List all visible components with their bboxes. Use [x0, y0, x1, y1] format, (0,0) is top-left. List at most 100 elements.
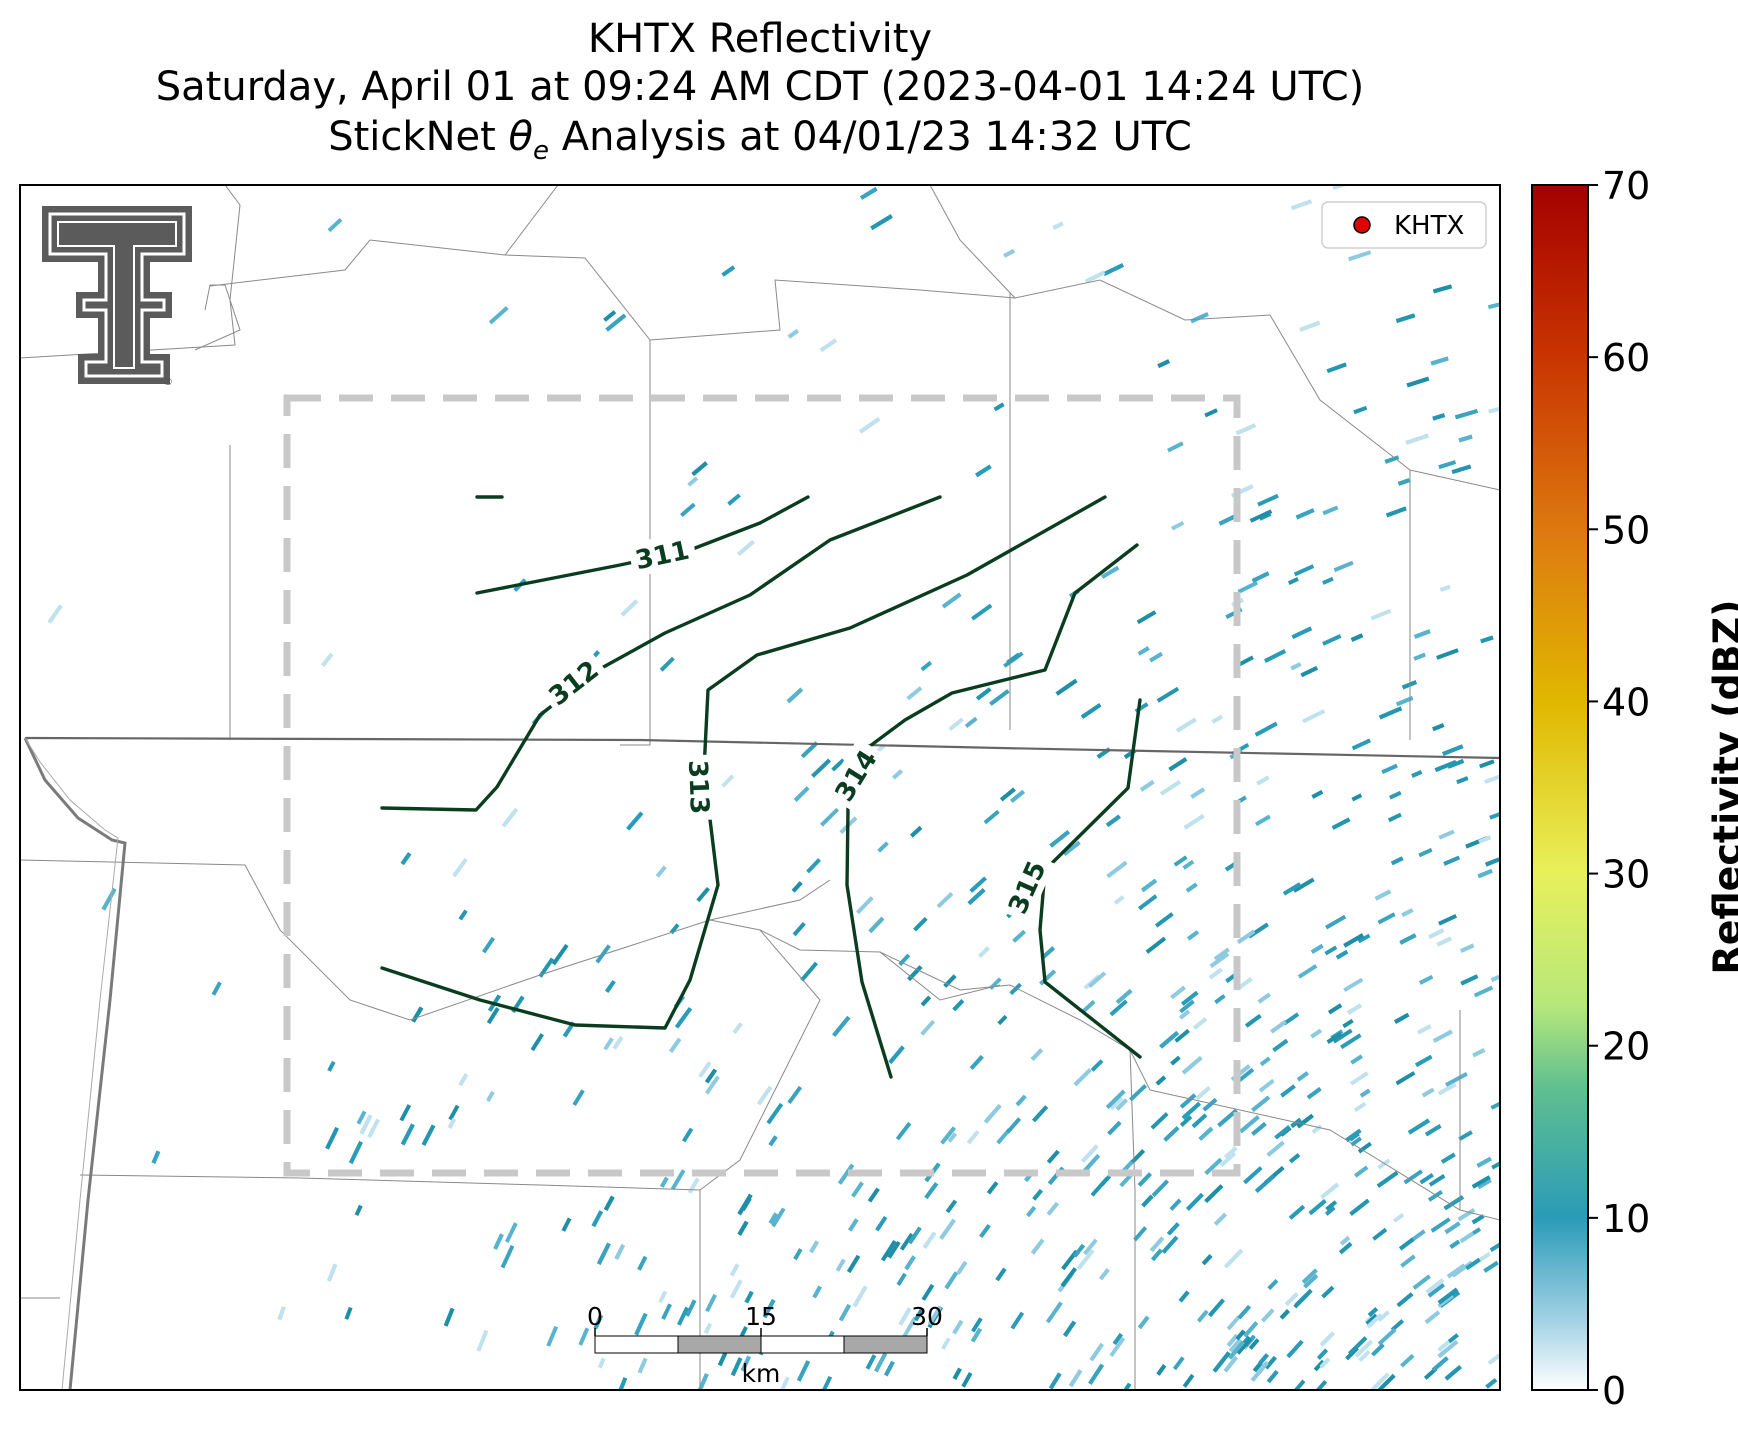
reflectivity-gate — [1490, 971, 1500, 982]
scale-tick-0: 0 — [587, 1302, 603, 1331]
reflectivity-gate — [1068, 1369, 1083, 1388]
reflectivity-gate — [1478, 835, 1492, 844]
reflectivity-gate — [868, 916, 885, 934]
reflectivity-gate — [591, 1210, 604, 1228]
reflectivity-gate — [1471, 1175, 1491, 1189]
reflectivity-gate — [1320, 1182, 1340, 1199]
reflectivity-gate — [669, 923, 680, 935]
reflectivity-gate — [952, 999, 965, 1012]
texas-tech-double-t-logo: ® — [42, 206, 192, 388]
reflectivity-gate — [740, 1355, 751, 1372]
reflectivity-gate — [1156, 686, 1180, 703]
reflectivity-gate — [1357, 933, 1371, 944]
reflectivity-gate — [1141, 1194, 1154, 1208]
reflectivity-gate — [1257, 992, 1271, 1004]
reflectivity-gate — [1170, 985, 1186, 1000]
reflectivity-gate — [1484, 773, 1500, 784]
reflectivity-gate — [837, 1163, 855, 1185]
reflectivity-gate — [1485, 857, 1500, 867]
reflectivity-gate — [1130, 1149, 1146, 1164]
reflectivity-gate — [952, 1367, 962, 1380]
reflectivity-gate — [1226, 1333, 1239, 1347]
reflectivity-gate — [1133, 1226, 1148, 1242]
reflectivity-gate — [1393, 1212, 1405, 1223]
reflectivity-gate — [1430, 1217, 1451, 1233]
reflectivity-gate — [1438, 460, 1457, 470]
colorbar-tick-label: 70 — [1602, 164, 1650, 208]
reflectivity-gate — [1345, 1128, 1362, 1143]
reflectivity-gate — [1185, 882, 1198, 893]
reflectivity-gate — [1428, 1173, 1446, 1187]
reflectivity-gate — [1171, 520, 1185, 531]
reflectivity-gate — [1100, 1174, 1112, 1187]
reflectivity-gate — [1073, 1243, 1086, 1258]
reflectivity-gate — [811, 758, 831, 778]
reflectivity-gate — [680, 502, 696, 518]
reflectivity-gate — [966, 1130, 980, 1145]
reflectivity-gate — [1046, 1149, 1060, 1164]
reflectivity-gate — [705, 1068, 717, 1084]
reflectivity-gate — [1403, 1169, 1423, 1185]
reflectivity-gate — [704, 1075, 720, 1095]
reflectivity-gate — [762, 1298, 776, 1319]
reflectivity-gate — [920, 1019, 936, 1036]
reflectivity-gate — [1286, 1339, 1304, 1359]
reflectivity-gate — [927, 1305, 942, 1326]
reflectivity-gate — [1258, 1353, 1269, 1365]
reflectivity-gate — [961, 1372, 973, 1388]
reflectivity-gate — [596, 1242, 611, 1265]
reflectivity-gate — [626, 811, 644, 831]
reflectivity-gate — [1418, 974, 1434, 985]
reflectivity-gate — [1326, 1031, 1343, 1044]
reflectivity-gate — [482, 936, 495, 954]
reflectivity-gate — [681, 1127, 694, 1143]
reflectivity-gate — [1259, 1056, 1271, 1067]
reflectivity-gate — [493, 1233, 504, 1250]
reflectivity-gate — [1299, 320, 1321, 332]
reflectivity-gate — [1436, 936, 1452, 947]
reflectivity-gate — [1151, 1179, 1170, 1198]
reflectivity-gate — [1015, 1094, 1027, 1107]
state-boundaries — [23, 736, 1500, 1390]
reflectivity-gate — [1407, 1118, 1430, 1135]
reflectivity-gate — [603, 1037, 614, 1051]
reflectivity-gate — [1080, 703, 1102, 719]
reflectivity-gate — [1256, 775, 1270, 786]
colorbar-tick-label: 20 — [1602, 1025, 1650, 1069]
reflectivity-gate — [971, 603, 993, 621]
reflectivity-gate — [1201, 1254, 1213, 1266]
reflectivity-gate — [976, 687, 992, 701]
reflectivity-gate — [1396, 1292, 1414, 1308]
reflectivity-gate — [421, 1124, 436, 1146]
reflectivity-gate — [551, 943, 569, 966]
reflectivity-gate — [1339, 1235, 1351, 1246]
reflectivity-gate — [561, 1217, 572, 1232]
reflectivity-gate — [993, 402, 1005, 412]
reflectivity-gate — [1264, 1356, 1277, 1370]
reflectivity-gate — [979, 1224, 991, 1238]
reflectivity-gate — [1473, 985, 1494, 998]
reflectivity-gate — [1195, 1086, 1211, 1101]
reflectivity-gate — [831, 758, 845, 772]
reflectivity-gate — [1419, 1173, 1434, 1185]
reflectivity-gate — [1083, 1238, 1098, 1256]
reflectivity-gate — [1377, 1158, 1391, 1170]
reflectivity-gate — [1313, 1359, 1325, 1372]
reflectivity-gate — [1324, 1206, 1336, 1216]
reflectivity-gate — [1113, 895, 1125, 905]
reflectivity-gate — [920, 995, 932, 1007]
reflectivity-gate — [1434, 760, 1457, 772]
reflectivity-gate — [1237, 580, 1259, 594]
reflectivity-gate — [1088, 971, 1107, 988]
reflectivity-gate — [211, 981, 222, 996]
reflectivity-gate — [1370, 608, 1392, 621]
reflectivity-gate — [1343, 977, 1364, 993]
reflectivity-gate — [1351, 738, 1372, 751]
reflectivity-gate — [1030, 1048, 1044, 1061]
reflectivity-gate — [1208, 1298, 1225, 1318]
reflectivity-gate — [793, 1248, 803, 1261]
reflectivity-gate — [400, 852, 412, 866]
reflectivity-gate — [1439, 584, 1451, 592]
reflectivity-gate — [1128, 1084, 1148, 1102]
reflectivity-gate — [1062, 840, 1081, 856]
